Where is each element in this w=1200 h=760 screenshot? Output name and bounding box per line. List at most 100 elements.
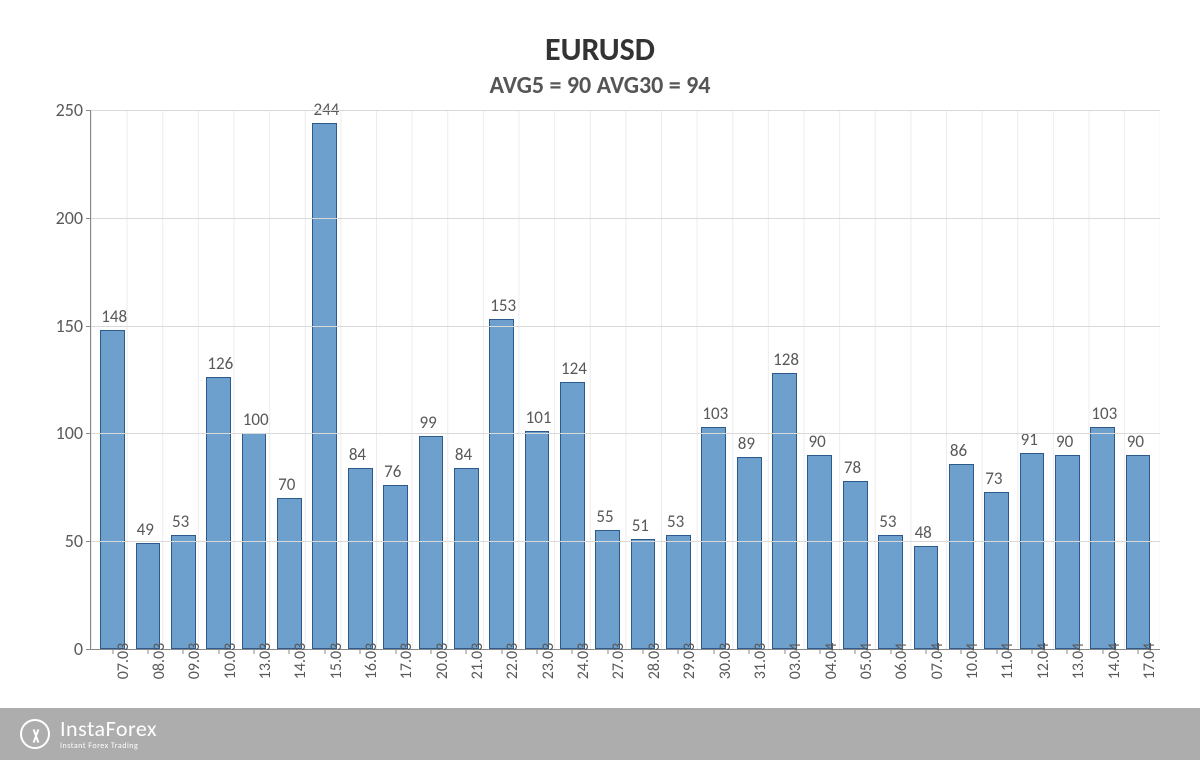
x-axis-label: 17.04 bbox=[1140, 643, 1159, 679]
bar-value-label: 153 bbox=[490, 295, 516, 316]
watermark-brand: InstaForex bbox=[60, 718, 157, 740]
bar-slot: 8610.04 bbox=[944, 110, 979, 649]
bar-value-label: 126 bbox=[207, 353, 233, 374]
bar-value-label: 100 bbox=[243, 409, 269, 430]
bar-slot: 12610.03 bbox=[201, 110, 236, 649]
x-axis-tick bbox=[572, 649, 573, 654]
bar: 86 bbox=[949, 464, 974, 649]
bar: 78 bbox=[843, 481, 868, 649]
y-axis-tick bbox=[86, 649, 91, 650]
x-axis-tick bbox=[749, 649, 750, 654]
bar: 73 bbox=[984, 492, 1009, 649]
bar: 48 bbox=[914, 546, 939, 649]
chart-title: EURUSD bbox=[40, 30, 1160, 69]
bar-value-label: 55 bbox=[596, 506, 613, 527]
bar-value-label: 53 bbox=[172, 511, 189, 532]
bar: 51 bbox=[631, 539, 656, 649]
bar-value-label: 48 bbox=[915, 522, 932, 543]
x-axis-tick bbox=[501, 649, 502, 654]
x-axis-tick bbox=[890, 649, 891, 654]
gridline bbox=[91, 326, 1160, 327]
bar: 90 bbox=[1126, 455, 1151, 649]
x-axis-tick bbox=[395, 649, 396, 654]
bar: 244 bbox=[312, 123, 337, 649]
bar-slot: 7014.03 bbox=[272, 110, 307, 649]
bars-region: 14807.034908.035309.0312610.0310013.0370… bbox=[91, 110, 1160, 649]
x-axis-tick bbox=[324, 649, 325, 654]
x-axis-tick bbox=[678, 649, 679, 654]
bar: 124 bbox=[560, 382, 585, 649]
bar-slot: 10330.03 bbox=[696, 110, 731, 649]
bar: 76 bbox=[383, 485, 408, 649]
bar: 84 bbox=[348, 468, 373, 649]
gridline bbox=[91, 433, 1160, 434]
y-axis-tick bbox=[86, 326, 91, 327]
bar-slot: 5128.03 bbox=[625, 110, 660, 649]
x-axis-tick bbox=[218, 649, 219, 654]
bar-slot: 4807.04 bbox=[908, 110, 943, 649]
x-axis-tick bbox=[1067, 649, 1068, 654]
bar-slot: 7805.04 bbox=[838, 110, 873, 649]
bar: 103 bbox=[701, 427, 726, 649]
x-axis-tick bbox=[819, 649, 820, 654]
bar-slot: 10123.03 bbox=[519, 110, 554, 649]
x-axis-tick bbox=[183, 649, 184, 654]
bar: 90 bbox=[1055, 455, 1080, 649]
bar-slot: 5306.04 bbox=[873, 110, 908, 649]
bar-value-label: 78 bbox=[844, 457, 861, 478]
x-axis-tick bbox=[643, 649, 644, 654]
bar-slot: 9017.04 bbox=[1120, 110, 1155, 649]
bar-value-label: 84 bbox=[455, 444, 472, 465]
gridline bbox=[91, 541, 1160, 542]
bar: 99 bbox=[419, 436, 444, 649]
bar-slot: 8421.03 bbox=[449, 110, 484, 649]
x-axis-tick bbox=[289, 649, 290, 654]
y-axis-label: 250 bbox=[56, 99, 83, 121]
bar-value-label: 103 bbox=[1091, 403, 1117, 424]
bar-value-label: 148 bbox=[101, 306, 127, 327]
x-axis-tick bbox=[925, 649, 926, 654]
bar-value-label: 73 bbox=[985, 468, 1002, 489]
bar-slot: 24415.03 bbox=[307, 110, 342, 649]
bar-slot: 5527.03 bbox=[590, 110, 625, 649]
y-axis-label: 200 bbox=[56, 207, 83, 229]
bar: 90 bbox=[807, 455, 832, 649]
bar-value-label: 53 bbox=[667, 511, 684, 532]
bar-value-label: 86 bbox=[950, 440, 967, 461]
bar-slot: 10314.04 bbox=[1085, 110, 1120, 649]
bar: 89 bbox=[737, 457, 762, 649]
bar: 70 bbox=[277, 498, 302, 649]
x-axis-tick bbox=[996, 649, 997, 654]
x-axis-tick bbox=[1102, 649, 1103, 654]
bar-value-label: 76 bbox=[384, 461, 401, 482]
watermark-bar: InstaForex Instant Forex Trading bbox=[0, 708, 1200, 760]
bar: 103 bbox=[1090, 427, 1115, 649]
bar-value-label: 103 bbox=[702, 403, 728, 424]
bar-slot: 8416.03 bbox=[343, 110, 378, 649]
bar-slot: 9920.03 bbox=[413, 110, 448, 649]
bar: 148 bbox=[100, 330, 125, 649]
bar: 91 bbox=[1020, 453, 1045, 649]
x-axis-tick bbox=[1138, 649, 1139, 654]
x-axis-tick bbox=[713, 649, 714, 654]
y-axis-label: 0 bbox=[74, 638, 83, 660]
bar-value-label: 53 bbox=[879, 511, 896, 532]
x-axis-tick bbox=[360, 649, 361, 654]
chart-subtitle: AVG5 = 90 AVG30 = 94 bbox=[40, 71, 1160, 100]
bar-slot: 4908.03 bbox=[130, 110, 165, 649]
watermark-text: InstaForex Instant Forex Trading bbox=[60, 718, 157, 750]
bar-value-label: 70 bbox=[278, 474, 295, 495]
plot-area: 14807.034908.035309.0312610.0310013.0370… bbox=[90, 110, 1160, 650]
y-axis-label: 150 bbox=[56, 315, 83, 337]
bar-slot: 10013.03 bbox=[236, 110, 271, 649]
x-axis-tick bbox=[466, 649, 467, 654]
bar-slot: 12803.04 bbox=[767, 110, 802, 649]
bar-value-label: 99 bbox=[420, 412, 437, 433]
watermark-tagline: Instant Forex Trading bbox=[60, 742, 157, 750]
bar-slot: 14807.03 bbox=[95, 110, 130, 649]
bar-value-label: 101 bbox=[526, 407, 552, 428]
bar: 53 bbox=[878, 535, 903, 649]
bar: 53 bbox=[171, 535, 196, 649]
y-axis-tick bbox=[86, 110, 91, 111]
bar-slot: 8931.03 bbox=[731, 110, 766, 649]
